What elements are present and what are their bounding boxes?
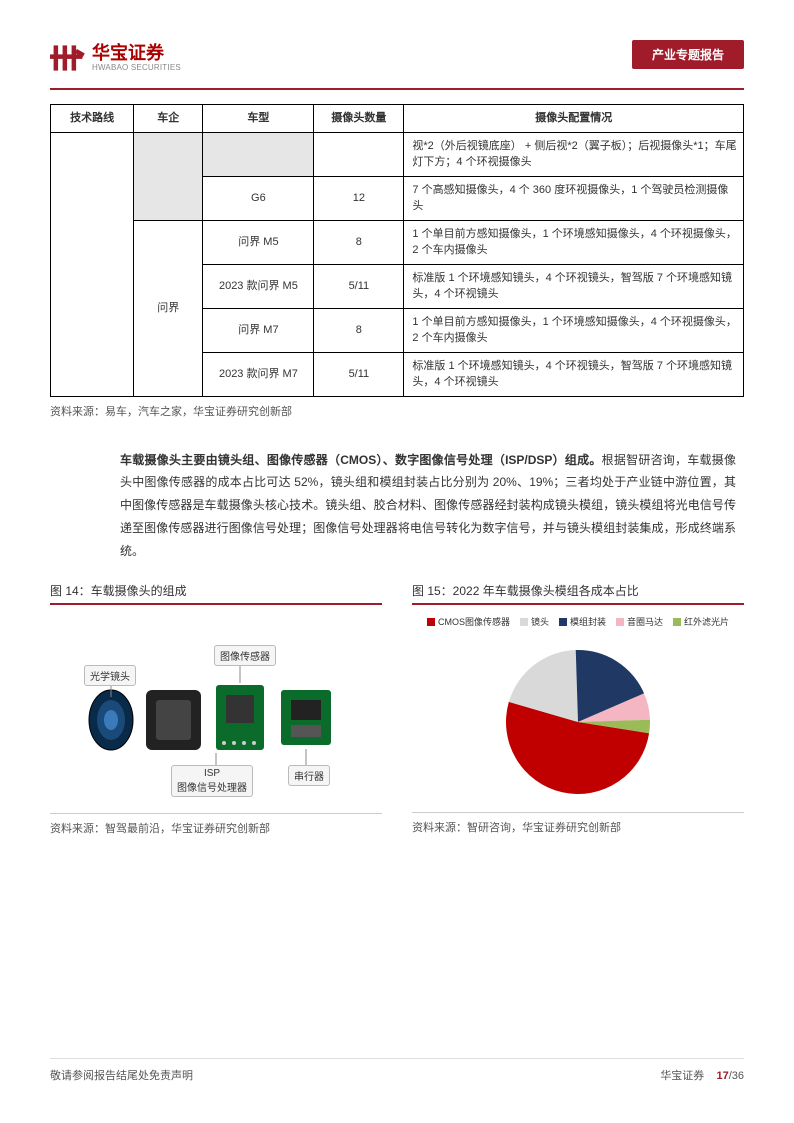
table-header-row: 技术路线车企车型摄像头数量摄像头配置情况: [51, 105, 744, 133]
figure-14-source: 资料来源：智驾最前沿，华宝证券研究创新部: [50, 813, 382, 836]
table-header-cell: 摄像头配置情况: [404, 105, 744, 133]
legend-item: CMOS图像传感器: [427, 615, 510, 628]
model-cell: G6: [203, 176, 314, 220]
table-header-cell: 摄像头数量: [314, 105, 404, 133]
page-footer: 敬请参阅报告结尾处免责声明 华宝证券 17/36: [50, 1058, 744, 1083]
legend-swatch: [520, 618, 528, 626]
body-paragraph: 车载摄像头主要由镜头组、图像传感器（CMOS）、数字图像信号处理（ISP/DSP…: [50, 449, 744, 563]
figure-15-title: 图 15：2022 年车载摄像头模组各成本占比: [412, 582, 744, 605]
page-current: 17: [716, 1070, 728, 1082]
legend-label: 红外滤光片: [684, 615, 729, 628]
model-cell: 问界 M7: [203, 308, 314, 352]
desc-cell: 7 个高感知摄像头，4 个 360 度环视摄像头，1 个驾驶员检测摄像头: [404, 176, 744, 220]
pie-chart: [488, 634, 668, 804]
tech-cell: [51, 132, 134, 396]
lead-sentence: 车载摄像头主要由镜头组、图像传感器（CMOS）、数字图像信号处理（ISP/DSP…: [120, 453, 602, 467]
model-cell: [203, 132, 314, 176]
legend-item: 模组封装: [559, 615, 606, 628]
count-cell: 8: [314, 220, 404, 264]
label-lens: 光学镜头: [84, 665, 136, 686]
count-cell: 8: [314, 308, 404, 352]
page-total: /36: [729, 1070, 744, 1082]
footer-right: 华宝证券 17/36: [660, 1067, 744, 1083]
maker-cell: 问界: [134, 220, 203, 396]
legend-item: 镜头: [520, 615, 549, 628]
figure-14-title: 图 14：车载摄像头的组成: [50, 582, 382, 605]
maker-cell-blank: [134, 132, 203, 220]
desc-cell: 标准版 1 个环境感知镜头，4 个环视镜头，智驾版 7 个环境感知镜头，4 个环…: [404, 264, 744, 308]
label-sensor: 图像传感器: [214, 645, 276, 666]
figure-14: 图 14：车载摄像头的组成: [50, 582, 382, 836]
desc-cell: 1 个单目前方感知摄像头，1 个环境感知摄像头，4 个环视摄像头，2 个车内摄像…: [404, 308, 744, 352]
page-header: 华宝证券 HWABAO SECURITIES 产业专题报告: [50, 40, 744, 76]
camera-components-diagram: 光学镜头 图像传感器 ISP 图像信号处理器 串行器: [66, 625, 366, 795]
count-cell: 12: [314, 176, 404, 220]
figures-row: 图 14：车载摄像头的组成: [50, 582, 744, 836]
table-header-cell: 技术路线: [51, 105, 134, 133]
legend-swatch: [673, 618, 681, 626]
desc-cell: 视*2（外后视镜底座） + 侧后视*2（翼子板）；后视摄像头*1；车尾灯下方；4…: [404, 132, 744, 176]
legend-item: 红外滤光片: [673, 615, 729, 628]
legend-swatch: [616, 618, 624, 626]
logo: 华宝证券 HWABAO SECURITIES: [50, 40, 181, 76]
model-cell: 2023 款问界 M5: [203, 264, 314, 308]
desc-cell: 1 个单目前方感知摄像头，1 个环境感知摄像头，4 个环视摄像头，2 个车内摄像…: [404, 220, 744, 264]
count-cell: [314, 132, 404, 176]
table-header-cell: 车型: [203, 105, 314, 133]
table-source: 资料来源：易车，汽车之家，华宝证券研究创新部: [50, 403, 744, 419]
footer-company: 华宝证券: [660, 1070, 704, 1082]
figure-15-source: 资料来源：智研咨询，华宝证券研究创新部: [412, 812, 744, 835]
desc-cell: 标准版 1 个环境感知镜头，4 个环视镜头，智驾版 7 个环境感知镜头，4 个环…: [404, 352, 744, 396]
footer-disclaimer: 敬请参阅报告结尾处免责声明: [50, 1067, 193, 1083]
legend-label: 音圈马达: [627, 615, 663, 628]
header-rule: [50, 88, 744, 90]
report-type-badge: 产业专题报告: [632, 40, 744, 69]
camera-config-table: 技术路线车企车型摄像头数量摄像头配置情况 视*2（外后视镜底座） + 侧后视*2…: [50, 104, 744, 397]
body-text: 根据智研咨询，车载摄像头中图像传感器的成本占比可达 52%，镜头组和模组封装占比…: [120, 453, 736, 558]
logo-text-en: HWABAO SECURITIES: [92, 64, 181, 73]
legend-label: CMOS图像传感器: [438, 615, 510, 628]
legend-item: 音圈马达: [616, 615, 663, 628]
label-serializer: 串行器: [288, 765, 330, 786]
pie-legend: CMOS图像传感器 镜头 模组封装 音圈马达 红外滤光片: [412, 615, 744, 628]
count-cell: 5/11: [314, 352, 404, 396]
count-cell: 5/11: [314, 264, 404, 308]
legend-swatch: [559, 618, 567, 626]
table-header-cell: 车企: [134, 105, 203, 133]
label-isp: ISP 图像信号处理器: [171, 765, 253, 797]
logo-icon: [50, 40, 86, 76]
logo-text-cn: 华宝证券: [92, 44, 181, 64]
figure-15: 图 15：2022 年车载摄像头模组各成本占比 CMOS图像传感器 镜头 模组封装 音…: [412, 582, 744, 836]
model-cell: 问界 M5: [203, 220, 314, 264]
legend-swatch: [427, 618, 435, 626]
model-cell: 2023 款问界 M7: [203, 352, 314, 396]
legend-label: 镜头: [531, 615, 549, 628]
legend-label: 模组封装: [570, 615, 606, 628]
